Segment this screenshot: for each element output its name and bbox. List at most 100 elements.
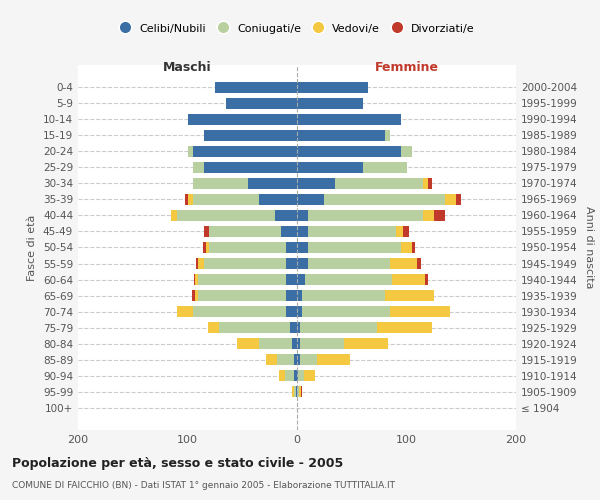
Bar <box>294 370 297 382</box>
Bar <box>434 210 445 221</box>
Bar <box>301 386 302 398</box>
Bar <box>305 274 392 285</box>
Bar <box>292 338 297 349</box>
Bar <box>297 146 401 157</box>
Bar <box>308 226 395 237</box>
Bar <box>215 82 297 93</box>
Bar <box>297 82 368 93</box>
Bar <box>280 370 285 382</box>
Bar <box>385 290 434 301</box>
Bar <box>385 130 390 141</box>
Bar <box>195 274 199 285</box>
Y-axis label: Anni di nascita: Anni di nascita <box>584 206 594 289</box>
Bar <box>259 194 297 205</box>
Bar <box>286 274 297 285</box>
Bar <box>286 306 297 317</box>
Bar <box>204 162 297 173</box>
Bar <box>392 274 425 285</box>
Bar <box>237 338 259 349</box>
Bar <box>418 258 421 269</box>
Bar <box>266 354 277 366</box>
Bar <box>194 274 195 285</box>
Bar <box>204 226 209 237</box>
Bar <box>300 338 344 349</box>
Bar <box>377 322 431 334</box>
Bar <box>206 242 209 253</box>
Bar <box>297 370 298 382</box>
Bar <box>176 306 193 317</box>
Bar <box>297 226 308 237</box>
Bar <box>297 242 308 253</box>
Bar <box>209 242 286 253</box>
Bar <box>294 386 296 398</box>
Bar <box>297 306 302 317</box>
Bar <box>204 258 286 269</box>
Bar <box>297 274 305 285</box>
Bar <box>423 178 428 189</box>
Bar <box>297 194 325 205</box>
Bar <box>300 354 317 366</box>
Bar <box>297 98 362 109</box>
Bar <box>390 306 450 317</box>
Bar <box>395 226 403 237</box>
Bar <box>299 386 301 398</box>
Bar <box>277 354 294 366</box>
Text: Maschi: Maschi <box>163 62 212 74</box>
Text: Popolazione per età, sesso e stato civile - 2005: Popolazione per età, sesso e stato civil… <box>12 458 343 470</box>
Bar <box>259 338 292 349</box>
Text: Femmine: Femmine <box>374 62 439 74</box>
Text: COMUNE DI FAICCHIO (BN) - Dati ISTAT 1° gennaio 2005 - Elaborazione TUTTITALIA.I: COMUNE DI FAICCHIO (BN) - Dati ISTAT 1° … <box>12 481 395 490</box>
Bar <box>196 258 199 269</box>
Bar <box>298 370 304 382</box>
Bar <box>208 322 219 334</box>
Bar <box>423 210 434 221</box>
Bar <box>209 226 281 237</box>
Bar <box>297 338 300 349</box>
Bar <box>286 242 297 253</box>
Bar <box>297 162 362 173</box>
Bar <box>203 242 206 253</box>
Bar <box>248 178 297 189</box>
Bar <box>302 290 385 301</box>
Bar <box>294 354 297 366</box>
Bar <box>286 258 297 269</box>
Bar <box>199 290 286 301</box>
Bar <box>296 386 297 398</box>
Bar <box>292 386 294 398</box>
Bar <box>302 306 390 317</box>
Bar <box>199 274 286 285</box>
Bar <box>297 354 300 366</box>
Bar <box>362 162 407 173</box>
Bar <box>445 194 456 205</box>
Bar <box>192 290 195 301</box>
Bar <box>281 226 297 237</box>
Bar <box>219 322 290 334</box>
Bar <box>193 194 259 205</box>
Y-axis label: Fasce di età: Fasce di età <box>28 214 37 280</box>
Bar <box>193 162 204 173</box>
Bar <box>176 210 275 221</box>
Bar <box>275 210 297 221</box>
Bar <box>195 290 199 301</box>
Bar <box>285 370 294 382</box>
Bar <box>297 322 300 334</box>
Bar <box>188 194 193 205</box>
Bar <box>401 242 412 253</box>
Bar <box>412 242 415 253</box>
Bar <box>308 258 390 269</box>
Bar <box>187 114 297 125</box>
Bar <box>300 322 377 334</box>
Bar <box>193 146 297 157</box>
Bar <box>297 114 401 125</box>
Bar <box>304 370 314 382</box>
Bar <box>226 98 297 109</box>
Bar <box>401 146 412 157</box>
Bar <box>297 258 308 269</box>
Bar <box>308 242 401 253</box>
Bar <box>193 306 286 317</box>
Bar <box>390 258 418 269</box>
Bar <box>185 194 187 205</box>
Bar <box>171 210 176 221</box>
Bar <box>344 338 388 349</box>
Bar <box>297 290 302 301</box>
